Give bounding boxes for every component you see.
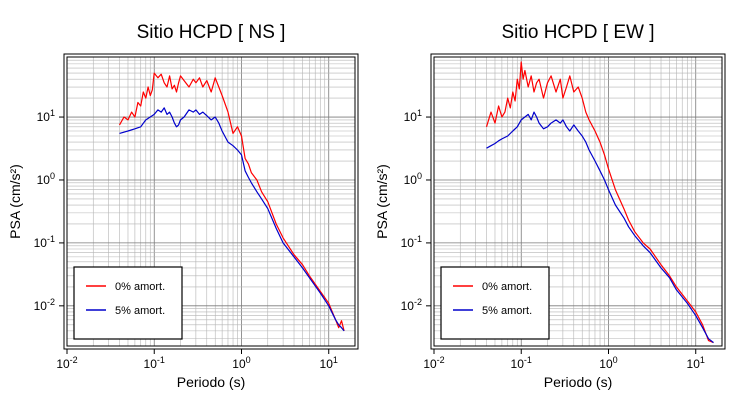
- x-axis-label: Periodo (s): [544, 374, 612, 390]
- x-tick-label: 10-2: [56, 355, 77, 371]
- x-tick-label: 100: [599, 355, 617, 371]
- grid-lines: [66, 56, 356, 346]
- x-tick-exponent: 1: [700, 355, 705, 365]
- chart-title: Sitio HCPD [ EW ]: [501, 22, 654, 43]
- y-axis-label: PSA (cm/s²): [7, 164, 23, 239]
- legend: 0% amort. 5% amort.: [440, 266, 550, 340]
- legend-label: 0% amort.: [115, 281, 165, 293]
- legend-label: 5% amort.: [115, 305, 165, 317]
- series-line-amort-0: [485, 61, 714, 344]
- y-tick-label: 100: [37, 171, 55, 187]
- plot-frame-outer: [63, 53, 359, 350]
- x-tick-exponent: 0: [613, 355, 618, 365]
- x-tick-label: 10-2: [423, 355, 444, 371]
- y-tick-label: 10-2: [34, 297, 55, 313]
- legend-label: 5% amort.: [482, 305, 532, 317]
- legend-box: [440, 266, 550, 340]
- x-tick-label: 10-1: [511, 355, 532, 371]
- series-line-amort-5: [119, 107, 345, 332]
- x-tick-exponent: 1: [333, 355, 338, 365]
- x-tick-exponent: -2: [70, 355, 78, 365]
- y-tick-label: 101: [404, 108, 422, 124]
- y-tick-exponent: 0: [50, 171, 55, 181]
- x-axis-label: Periodo (s): [177, 374, 245, 390]
- y-tick-label: 100: [404, 171, 422, 187]
- legend-label: 0% amort.: [482, 281, 532, 293]
- y-tick-exponent: -2: [414, 297, 422, 307]
- y-tick-label: 101: [37, 108, 55, 124]
- plot-frame-outer: [430, 53, 726, 350]
- x-tick-exponent: -1: [524, 355, 532, 365]
- plot-frame: [66, 56, 356, 347]
- x-tick-label: 101: [687, 355, 705, 371]
- y-tick-exponent: -1: [414, 234, 422, 244]
- y-tick-exponent: 1: [417, 108, 422, 118]
- y-tick-label: 10-1: [401, 234, 422, 250]
- plot-frame: [433, 56, 723, 347]
- y-tick-exponent: -2: [47, 297, 55, 307]
- x-tick-exponent: -2: [437, 355, 445, 365]
- y-tick-exponent: 1: [50, 108, 55, 118]
- y-tick-label: 10-2: [401, 297, 422, 313]
- x-tick-label: 100: [232, 355, 250, 371]
- grid-lines: [433, 56, 723, 346]
- y-tick-label: 10-1: [34, 234, 55, 250]
- chart-title: Sitio HCPD [ NS ]: [137, 22, 286, 43]
- x-tick-exponent: 0: [246, 355, 251, 365]
- x-tick-label: 10-1: [144, 355, 165, 371]
- series-line-amort-5: [486, 111, 714, 344]
- x-tick-exponent: -1: [157, 355, 165, 365]
- y-tick-exponent: 0: [417, 171, 422, 181]
- chart-panel-2: Sitio HCPD [ EW ]10-2 10-1 100 10110-210-11…: [374, 22, 726, 390]
- legend: 0% amort. 5% amort.: [73, 266, 183, 340]
- series-line-amort-0: [118, 72, 345, 332]
- chart-panel-1: Sitio HCPD [ NS ]10-2 10-1 100 10110-210-11…: [7, 22, 359, 390]
- y-axis-label: PSA (cm/s²): [374, 164, 390, 239]
- legend-box: [73, 266, 183, 340]
- y-tick-exponent: -1: [47, 234, 55, 244]
- x-tick-label: 101: [320, 355, 338, 371]
